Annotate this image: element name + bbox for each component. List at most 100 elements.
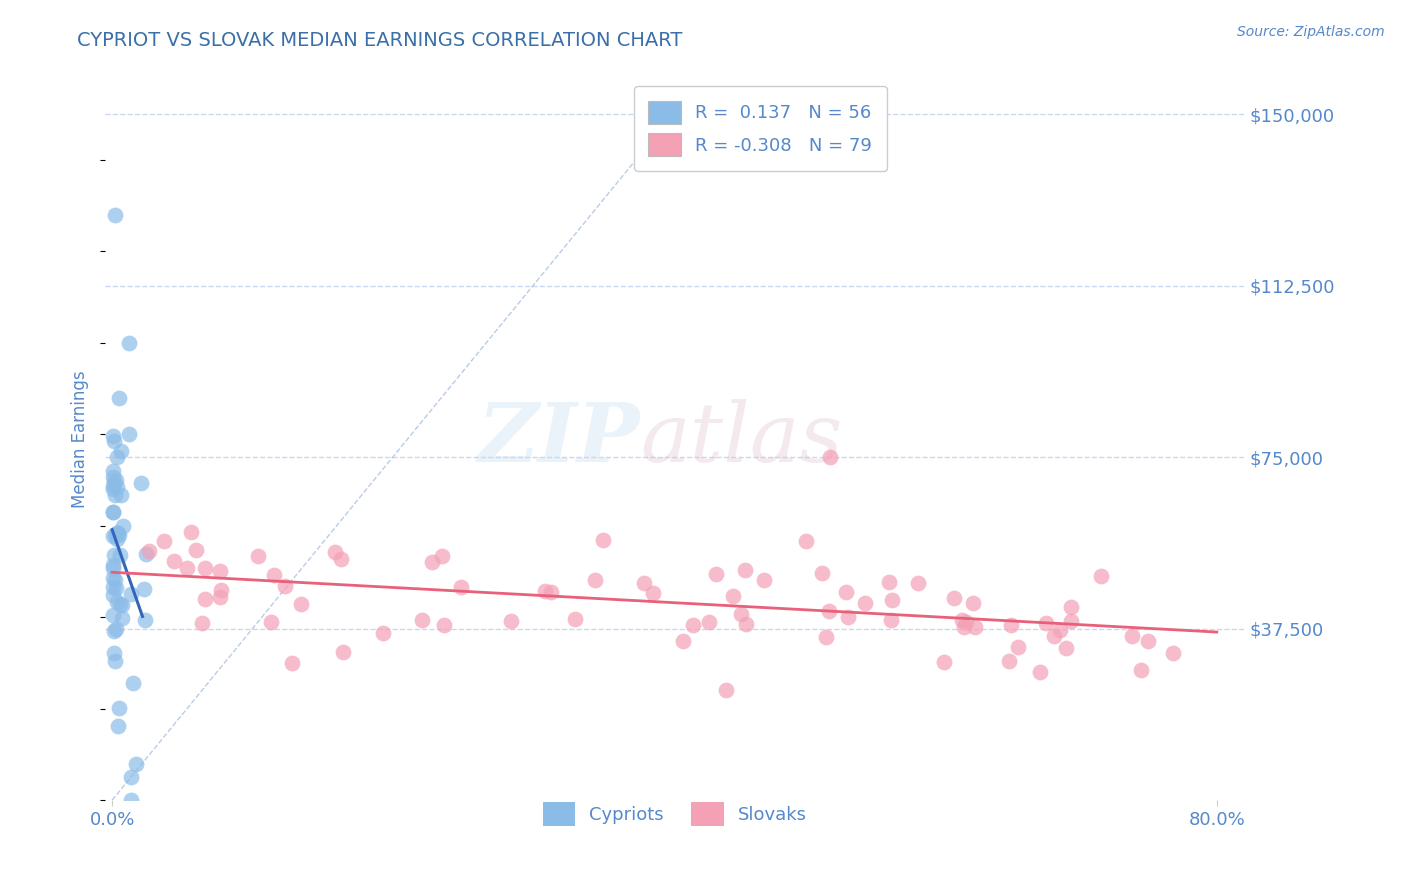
Point bbox=[134, 613, 156, 627]
Point bbox=[103, 588, 125, 602]
Point bbox=[290, 597, 312, 611]
Point bbox=[103, 561, 125, 575]
Point bbox=[955, 615, 977, 630]
Point bbox=[134, 582, 156, 597]
Point bbox=[107, 528, 129, 542]
Point bbox=[953, 620, 976, 634]
Point bbox=[259, 615, 281, 629]
Point bbox=[730, 607, 752, 622]
Point bbox=[714, 683, 737, 698]
Point bbox=[104, 654, 127, 668]
Point bbox=[111, 611, 134, 625]
Point bbox=[880, 613, 903, 627]
Point bbox=[117, 426, 139, 441]
Point bbox=[120, 793, 142, 807]
Point bbox=[815, 631, 838, 645]
Point bbox=[103, 624, 125, 639]
Point bbox=[108, 548, 131, 562]
Point bbox=[101, 505, 124, 519]
Point bbox=[163, 554, 186, 568]
Point bbox=[752, 574, 775, 588]
Point bbox=[105, 480, 128, 494]
Point bbox=[880, 592, 903, 607]
Point bbox=[1161, 646, 1184, 660]
Point bbox=[1059, 600, 1081, 615]
Point bbox=[794, 534, 817, 549]
Point bbox=[103, 505, 125, 519]
Point bbox=[105, 450, 128, 464]
Point bbox=[721, 589, 744, 603]
Point bbox=[643, 586, 665, 600]
Y-axis label: Median Earnings: Median Earnings bbox=[72, 370, 89, 508]
Point bbox=[108, 700, 131, 714]
Point bbox=[101, 558, 124, 573]
Point bbox=[135, 547, 157, 561]
Point bbox=[942, 591, 965, 605]
Point bbox=[104, 574, 127, 588]
Point bbox=[371, 626, 394, 640]
Point bbox=[1090, 569, 1112, 583]
Point bbox=[411, 613, 433, 627]
Point bbox=[101, 580, 124, 594]
Point bbox=[209, 583, 232, 598]
Point bbox=[120, 770, 142, 784]
Text: ZIP: ZIP bbox=[478, 399, 641, 479]
Point bbox=[105, 595, 128, 609]
Point bbox=[332, 645, 354, 659]
Point bbox=[962, 596, 984, 610]
Point bbox=[1043, 629, 1066, 643]
Point bbox=[103, 470, 125, 484]
Legend: Cypriots, Slovaks: Cypriots, Slovaks bbox=[533, 793, 815, 835]
Point bbox=[934, 655, 956, 669]
Point bbox=[998, 654, 1021, 668]
Point bbox=[110, 443, 132, 458]
Point bbox=[1129, 663, 1152, 677]
Point bbox=[835, 585, 858, 599]
Point bbox=[1049, 624, 1071, 638]
Point bbox=[105, 622, 128, 636]
Point bbox=[540, 585, 562, 599]
Point bbox=[101, 482, 124, 496]
Point bbox=[103, 548, 125, 562]
Point bbox=[209, 564, 232, 578]
Point bbox=[1121, 629, 1143, 643]
Text: CYPRIOT VS SLOVAK MEDIAN EARNINGS CORRELATION CHART: CYPRIOT VS SLOVAK MEDIAN EARNINGS CORREL… bbox=[77, 31, 683, 50]
Point bbox=[1136, 633, 1159, 648]
Point bbox=[330, 551, 353, 566]
Point bbox=[108, 597, 131, 611]
Text: Source: ZipAtlas.com: Source: ZipAtlas.com bbox=[1237, 25, 1385, 39]
Point bbox=[111, 598, 134, 612]
Point bbox=[811, 566, 834, 581]
Point bbox=[433, 618, 456, 632]
Point bbox=[263, 568, 285, 582]
Point bbox=[963, 620, 986, 634]
Point bbox=[180, 524, 202, 539]
Point bbox=[697, 615, 720, 629]
Point bbox=[186, 543, 208, 558]
Point bbox=[104, 208, 127, 222]
Point bbox=[101, 571, 124, 585]
Point bbox=[420, 555, 443, 569]
Point bbox=[281, 657, 304, 671]
Point bbox=[138, 543, 160, 558]
Point bbox=[121, 676, 143, 690]
Point bbox=[430, 549, 453, 563]
Point bbox=[323, 545, 346, 559]
Point bbox=[131, 475, 153, 490]
Point bbox=[907, 575, 929, 590]
Point bbox=[103, 475, 125, 489]
Point bbox=[734, 563, 756, 577]
Point bbox=[704, 567, 727, 582]
Point bbox=[246, 549, 269, 564]
Point bbox=[101, 464, 124, 478]
Point bbox=[105, 533, 128, 547]
Point bbox=[1060, 614, 1083, 628]
Point bbox=[105, 581, 128, 595]
Point bbox=[818, 604, 841, 618]
Point bbox=[450, 580, 472, 594]
Point bbox=[682, 618, 704, 632]
Point bbox=[735, 616, 758, 631]
Point bbox=[193, 591, 215, 606]
Point bbox=[208, 591, 231, 605]
Point bbox=[1035, 615, 1057, 630]
